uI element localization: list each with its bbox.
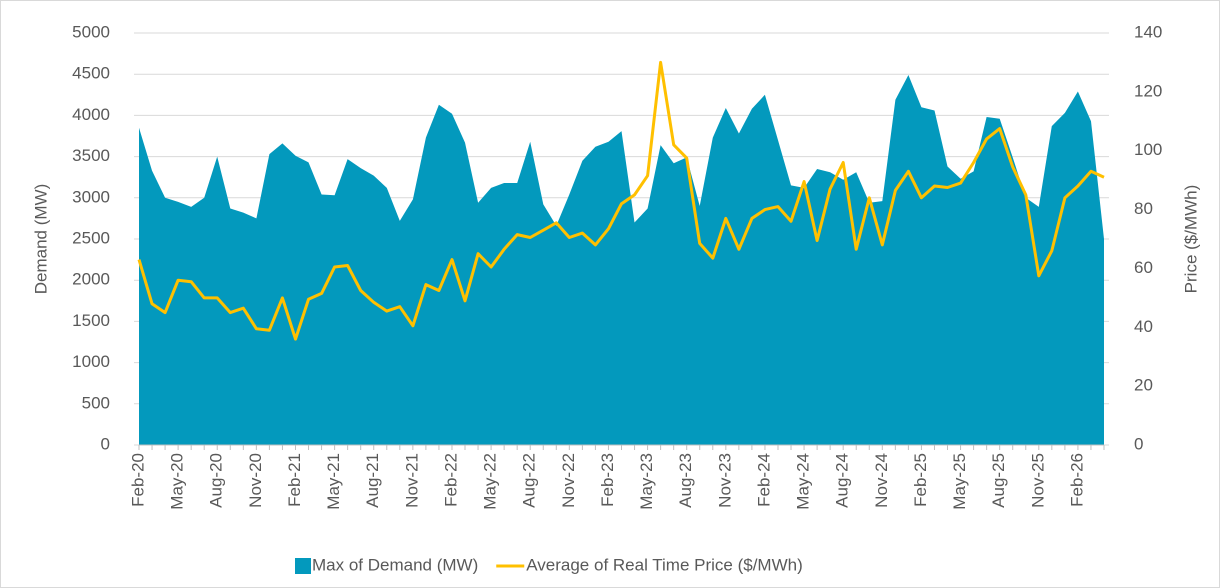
x-tick-label: Feb-21 (285, 453, 304, 507)
y-tick-label: 4000 (72, 105, 110, 124)
x-tick-label: May-20 (168, 453, 187, 510)
x-tick-label: Aug-25 (989, 453, 1008, 508)
y-tick-label: 2500 (72, 228, 110, 247)
x-tick-label: Feb-25 (911, 453, 930, 507)
legend-label: Max of Demand (MW) (312, 555, 478, 574)
x-tick-label: Aug-21 (363, 453, 382, 508)
y-tick-label: 4500 (72, 64, 110, 83)
line (137, 60, 1105, 341)
x-tick-label: May-23 (637, 453, 656, 510)
y2-tick-label: 80 (1134, 199, 1153, 218)
x-tick-label: Feb-22 (441, 453, 460, 507)
y2-axis-title: Price ($/MWh) (1181, 185, 1200, 294)
y2-tick-label: 40 (1134, 317, 1153, 336)
x-tick-label: Nov-24 (872, 453, 891, 508)
x-tick-label: May-24 (794, 453, 813, 510)
x-tick-label: Nov-21 (402, 453, 421, 508)
y-axis-title: Demand (MW) (31, 184, 50, 295)
x-tick-label: Aug-22 (520, 453, 539, 508)
x-tick-label: Nov-22 (559, 453, 578, 508)
y-tick-label: 5000 (72, 22, 110, 41)
y2-tick-label: 100 (1134, 140, 1162, 159)
y2-tick-label: 0 (1134, 434, 1143, 453)
x-tick-label: Nov-23 (715, 453, 734, 508)
y2-tick-label: 60 (1134, 258, 1153, 277)
x-tick-label: Feb-20 (128, 453, 147, 507)
x-tick-label: Aug-23 (676, 453, 695, 508)
x-tick-label: May-25 (950, 453, 969, 510)
y-tick-label: 500 (82, 393, 110, 412)
y2-tick-label: 20 (1134, 376, 1153, 395)
y-tick-label: 2000 (72, 270, 110, 289)
x-tick-label: Aug-20 (207, 453, 226, 508)
x-tick-label: Nov-25 (1028, 453, 1047, 508)
legend-swatch (295, 558, 311, 574)
y-tick-label: 3500 (72, 146, 110, 165)
x-tick-label: Aug-24 (833, 453, 852, 508)
y-tick-label: 0 (101, 434, 110, 453)
x-tick-label: May-22 (481, 453, 500, 510)
y-tick-label: 1000 (72, 352, 110, 371)
x-tick-label: Feb-23 (598, 453, 617, 507)
x-tick-label: Feb-26 (1067, 453, 1086, 507)
x-tick-label: Feb-24 (754, 453, 773, 507)
x-tick-label: Nov-20 (246, 453, 265, 508)
legend-label: Average of Real Time Price ($/MWh) (526, 555, 803, 574)
y-tick-label: 3000 (72, 187, 110, 206)
y-tick-label: 1500 (72, 311, 110, 330)
x-tick-label: May-21 (324, 453, 343, 510)
area (139, 75, 1104, 445)
y2-tick-label: 120 (1134, 81, 1162, 100)
y2-tick-label: 140 (1134, 22, 1162, 41)
